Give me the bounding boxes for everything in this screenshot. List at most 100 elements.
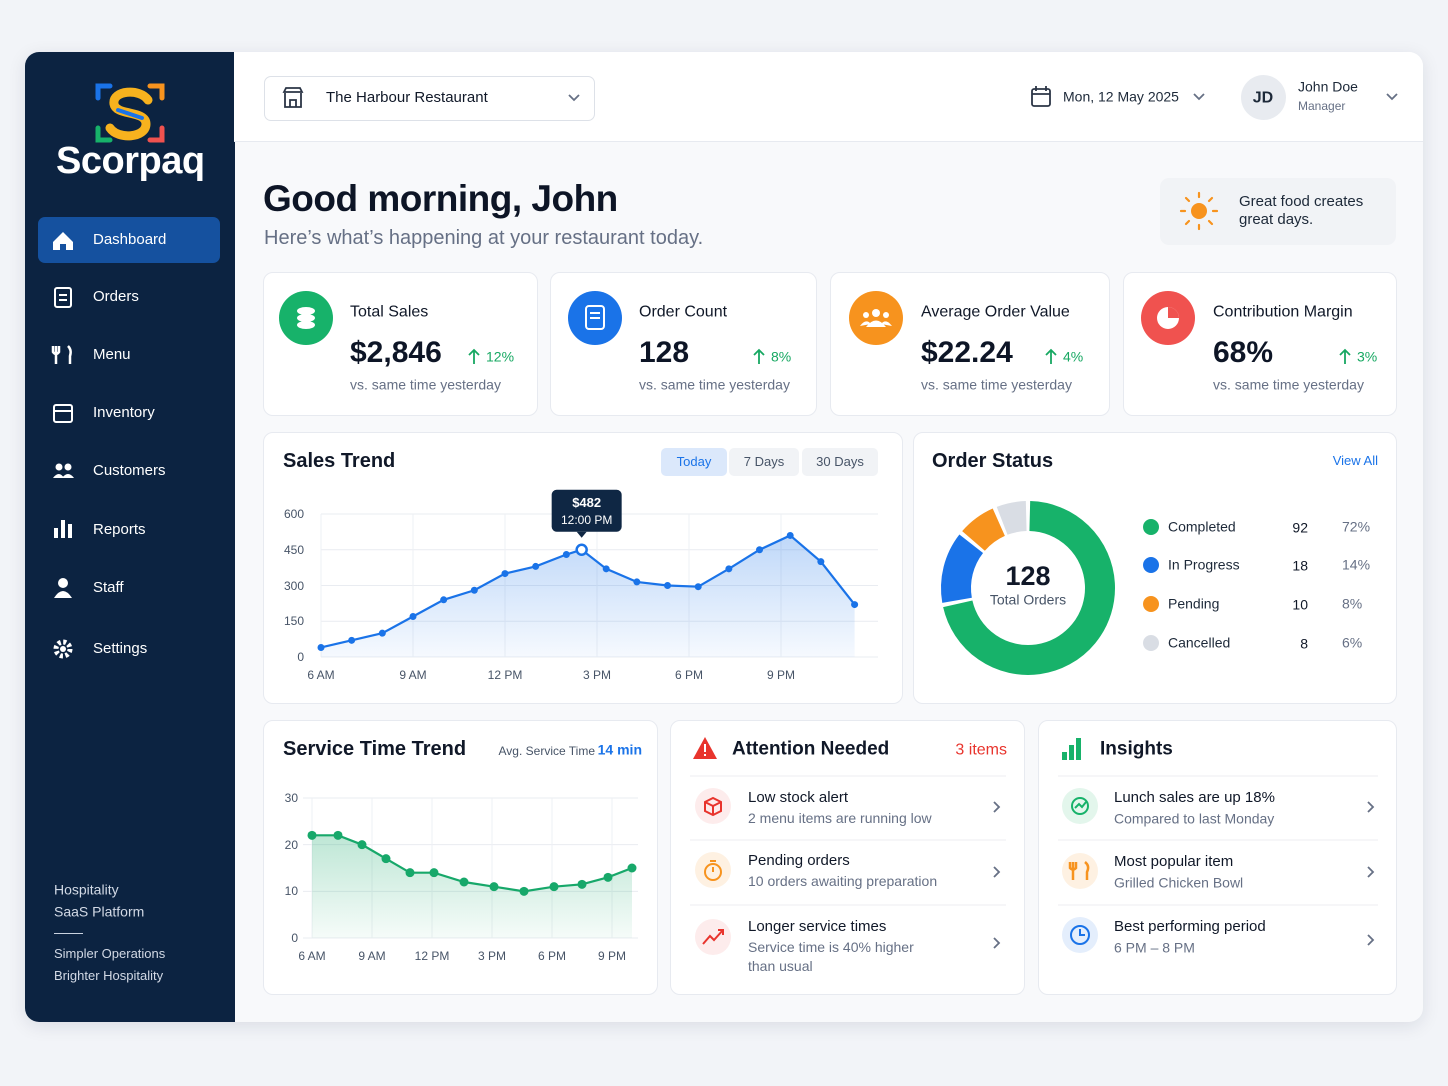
- restaurant-select[interactable]: [264, 76, 595, 121]
- chart-title: Service Time Trend: [283, 738, 467, 760]
- user-role: Manager: [1298, 98, 1346, 113]
- nav-item[interactable]: Staff: [93, 579, 124, 596]
- kpi-change: 4%: [1063, 348, 1084, 365]
- legend-count: 10: [1292, 596, 1308, 613]
- alert-title[interactable]: Low stock alert: [748, 789, 849, 806]
- sidebar-divider: [54, 933, 83, 934]
- tooltip-pointer: [576, 531, 587, 538]
- legend-count: 92: [1292, 519, 1308, 536]
- kpi-arrow: [1045, 348, 1057, 364]
- kpi-value: 68%: [1213, 336, 1274, 369]
- point: [519, 886, 529, 896]
- restaurant-name[interactable]: The Harbour Restaurant: [326, 89, 488, 106]
- alert-title[interactable]: Pending orders: [748, 852, 850, 869]
- kpi-arrow: [1339, 348, 1351, 364]
- attention-count: 3 items: [955, 741, 1007, 759]
- sidebar-footer: SaaS Platform: [54, 903, 145, 920]
- tab[interactable]: [729, 448, 799, 476]
- point: [633, 578, 641, 586]
- nav-item[interactable]: Customers: [93, 462, 166, 479]
- x-tick-label: 6 AM: [307, 667, 335, 682]
- insight-title[interactable]: Best performing period: [1114, 918, 1266, 935]
- insights-card: [1038, 720, 1397, 995]
- tab[interactable]: [802, 448, 878, 476]
- nav-item[interactable]: Menu: [93, 346, 131, 363]
- legend-count: 8: [1300, 635, 1308, 652]
- x-tick-label: 3 PM: [582, 667, 612, 682]
- kpi-value: 128: [639, 336, 690, 369]
- alert-desc: 2 menu items are running low: [748, 810, 932, 826]
- legend-dot: [1143, 596, 1159, 612]
- range-tab[interactable]: Today: [676, 454, 712, 470]
- point: [664, 582, 672, 589]
- x-tick-label: 12 PM: [487, 667, 523, 682]
- kpi-note: vs. same time yesterday: [350, 376, 501, 393]
- greeting-subtitle: Here’s what’s happening at your restaura…: [264, 227, 704, 249]
- legend-percent: 14%: [1342, 556, 1371, 573]
- x-tick-label: 6 PM: [537, 948, 567, 963]
- donut-segment: [943, 501, 1115, 675]
- nav-item[interactable]: Inventory: [93, 404, 155, 421]
- donut-label: Total Orders: [989, 591, 1067, 608]
- point: [603, 872, 613, 882]
- point: [405, 868, 415, 878]
- legend-count: 18: [1292, 557, 1308, 574]
- point: [694, 583, 702, 591]
- kpi-arrow: [468, 348, 480, 364]
- donut-segment: [996, 501, 1028, 536]
- sidebar: [25, 52, 235, 1022]
- point: [851, 601, 859, 609]
- y-tick-label: 450: [283, 542, 304, 557]
- kpi-value: $2,846: [350, 336, 442, 369]
- kpi-label: Average Order Value: [921, 303, 1070, 321]
- nav-item[interactable]: Reports: [93, 521, 146, 538]
- point: [532, 562, 540, 570]
- insight-desc: 6 PM – 8 PM: [1114, 939, 1195, 956]
- y-tick-label: 0: [291, 930, 298, 945]
- legend-label: Cancelled: [1168, 634, 1231, 651]
- range-tab[interactable]: 30 Days: [816, 454, 864, 470]
- point: [501, 570, 509, 578]
- attention-card: [670, 720, 1025, 995]
- nav-item[interactable]: Settings: [93, 640, 148, 657]
- alert-title[interactable]: Longer service times: [748, 918, 887, 935]
- insight-title[interactable]: Lunch sales are up 18%: [1114, 789, 1275, 806]
- tab-active[interactable]: [661, 448, 727, 476]
- x-tick-label: 3 PM: [477, 948, 507, 963]
- point: [459, 877, 469, 887]
- highlight-point: [575, 543, 588, 556]
- attention-icons: [693, 737, 731, 955]
- range-tab[interactable]: 7 Days: [743, 454, 785, 470]
- legend-dot: [1143, 557, 1159, 573]
- kpi-icons: [279, 291, 1195, 345]
- point: [317, 643, 325, 651]
- kpi-change: 8%: [771, 348, 792, 365]
- greeting-title: Good morning, John: [263, 177, 618, 219]
- point: [381, 854, 391, 864]
- legend-label: Completed: [1168, 518, 1236, 535]
- nav-item[interactable]: Orders: [93, 288, 139, 305]
- user-name: John Doe: [1298, 78, 1358, 95]
- x-tick-label: 9 AM: [399, 667, 427, 682]
- view-all[interactable]: View All: [1332, 453, 1378, 469]
- legend-percent: 8%: [1342, 595, 1363, 612]
- y-tick-label: 0: [297, 649, 304, 664]
- x-tick-label: 6 PM: [674, 667, 704, 682]
- point: [357, 840, 367, 850]
- avatar[interactable]: [1241, 75, 1286, 120]
- summary-value: 14 min: [597, 741, 642, 758]
- insight-title[interactable]: Most popular item: [1114, 853, 1234, 870]
- date[interactable]: Mon, 12 May 2025: [1063, 88, 1179, 105]
- kpi-value: $22.24: [921, 336, 1013, 369]
- insight-desc: Compared to last Monday: [1114, 810, 1275, 827]
- point: [333, 830, 343, 840]
- area: [321, 535, 855, 657]
- point: [429, 868, 439, 878]
- legend-percent: 6%: [1342, 634, 1363, 651]
- separators: [690, 775, 1378, 906]
- nav-item[interactable]: Dashboard: [93, 231, 167, 248]
- x-tick-label: 6 AM: [298, 948, 326, 963]
- alert-desc: Service time is 40% higher than usual: [748, 939, 914, 974]
- chart-title: Order Status: [932, 450, 1054, 472]
- legend-label: In Progress: [1168, 556, 1240, 573]
